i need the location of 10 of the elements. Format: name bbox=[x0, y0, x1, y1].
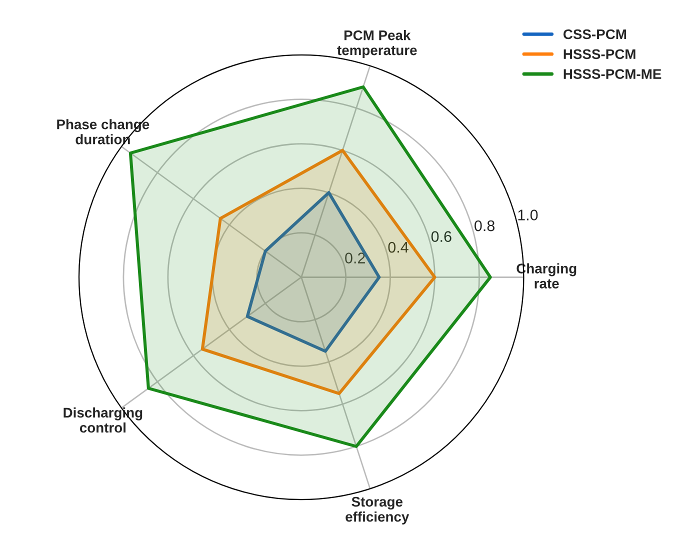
spoke-label: Storage efficiency bbox=[346, 496, 410, 524]
legend-label: HSSS-PCM-ME bbox=[564, 69, 662, 79]
legend-label: HSSS-PCM bbox=[564, 49, 636, 60]
y-tick-label: 0.8 bbox=[474, 220, 495, 232]
y-tick-label: 0.4 bbox=[388, 242, 408, 253]
legend-label: CSS-PCM bbox=[563, 29, 626, 40]
y-tick-label: 1.0 bbox=[518, 210, 538, 220]
spoke-label: PCM Peak temperature bbox=[337, 30, 417, 58]
y-tick-label: 0.2 bbox=[345, 252, 365, 264]
y-tick-label: 0.6 bbox=[431, 231, 452, 242]
